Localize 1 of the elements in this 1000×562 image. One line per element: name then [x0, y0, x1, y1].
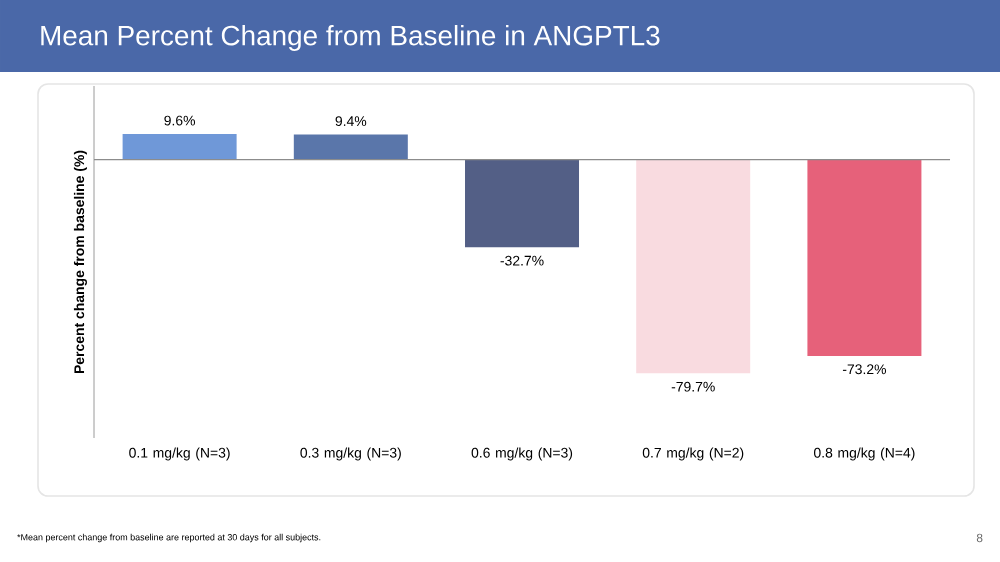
chart-title: Mean Percent Change from Baseline in ANGPTL3: [41, 24, 660, 51]
